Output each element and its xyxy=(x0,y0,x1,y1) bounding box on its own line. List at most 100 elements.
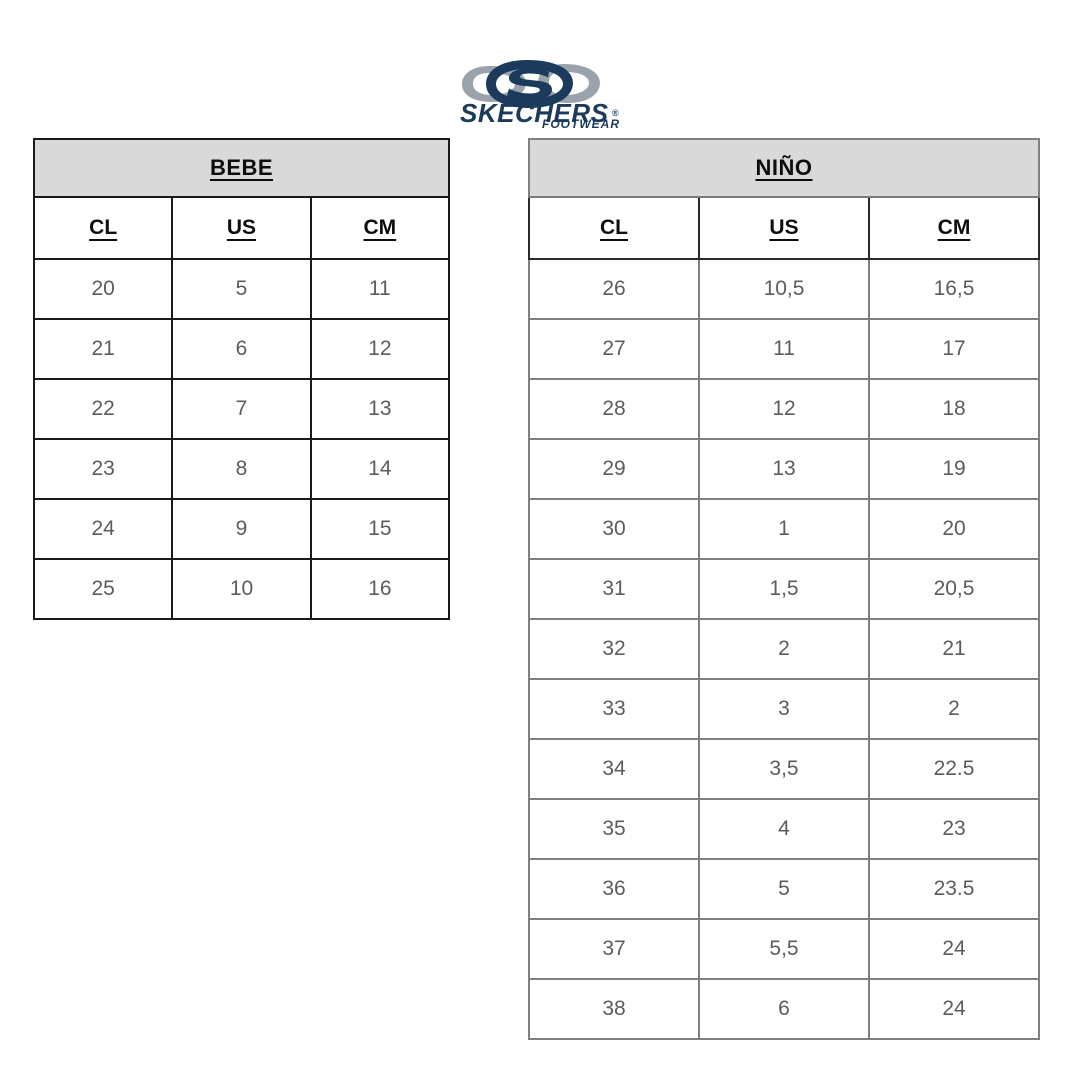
table-row: 37 5,5 24 xyxy=(528,918,1040,980)
size-table-bebe: BEBE CL US CM 20 5 11 21 6 12 22 7 xyxy=(32,138,451,620)
size-table-nino-body: NIÑO CL US CM 26 10,5 16,5 27 11 17 28 xyxy=(528,138,1040,1040)
cell-cm: 20 xyxy=(868,498,1040,560)
column-header-cl: CL xyxy=(528,196,700,260)
table-row: 22 7 13 xyxy=(32,378,451,440)
emblem-shadow-right-icon xyxy=(538,64,600,103)
cell-cm: 15 xyxy=(309,498,451,560)
registered-mark: ® xyxy=(612,108,619,118)
cell-us: 5 xyxy=(171,258,312,320)
cell-cm: 20,5 xyxy=(868,558,1040,620)
cell-cl: 23 xyxy=(32,438,174,500)
table-row: 38 6 24 xyxy=(528,978,1040,1040)
cell-cl: 22 xyxy=(32,378,174,440)
column-header-cl-text: CL xyxy=(600,216,628,239)
table-title-row: BEBE xyxy=(33,138,450,198)
cell-us: 1 xyxy=(698,498,870,560)
size-table-nino: NIÑO CL US CM 26 10,5 16,5 27 11 17 28 xyxy=(528,138,1040,1040)
cell-cl: 24 xyxy=(32,498,174,560)
cell-us: 3 xyxy=(698,678,870,740)
cell-cl: 27 xyxy=(528,318,700,380)
column-header-cl-text: CL xyxy=(89,216,118,239)
cell-cm: 23.5 xyxy=(868,858,1040,920)
table-row: 27 11 17 xyxy=(528,318,1040,380)
skechers-logo: SKECHERS ® FOOTWEAR xyxy=(452,38,632,128)
cell-cm: 14 xyxy=(309,438,451,500)
cell-us: 5 xyxy=(698,858,870,920)
table-row: 32 2 21 xyxy=(528,618,1040,680)
column-header-cm-text: CM xyxy=(937,216,971,239)
column-header-cl: CL xyxy=(32,196,174,260)
cell-cm: 16 xyxy=(309,558,451,620)
cell-cl: 38 xyxy=(528,978,700,1040)
table-column-header-row: CL US CM xyxy=(32,196,451,260)
table-row: 20 5 11 xyxy=(32,258,451,320)
table-row: 29 13 19 xyxy=(528,438,1040,500)
cell-us: 1,5 xyxy=(698,558,870,620)
cell-cm: 24 xyxy=(868,918,1040,980)
table-row: 31 1,5 20,5 xyxy=(528,558,1040,620)
cell-cm: 2 xyxy=(868,678,1040,740)
column-header-cm-text: CM xyxy=(363,216,397,239)
cell-us: 10,5 xyxy=(698,258,870,320)
cell-cm: 24 xyxy=(868,978,1040,1040)
cell-us: 11 xyxy=(698,318,870,380)
brand-tagline: FOOTWEAR xyxy=(542,117,620,128)
cell-cl: 37 xyxy=(528,918,700,980)
cell-us: 3,5 xyxy=(698,738,870,800)
table-row: 28 12 18 xyxy=(528,378,1040,440)
cell-us: 6 xyxy=(698,978,870,1040)
cell-cl: 25 xyxy=(32,558,174,620)
emblem-ring-icon xyxy=(486,60,573,108)
cell-cl: 26 xyxy=(528,258,700,320)
cell-us: 8 xyxy=(171,438,312,500)
table-row: 33 3 2 xyxy=(528,678,1040,740)
cell-us: 9 xyxy=(171,498,312,560)
cell-cl: 21 xyxy=(32,318,174,380)
table-title-nino: NIÑO xyxy=(528,138,1040,198)
table-column-header-row: CL US CM xyxy=(528,196,1040,260)
column-header-us-text: US xyxy=(226,216,257,239)
cell-cl: 30 xyxy=(528,498,700,560)
table-title-nino-text: NIÑO xyxy=(755,155,813,180)
table-row: 26 10,5 16,5 xyxy=(528,258,1040,320)
table-row: 30 1 20 xyxy=(528,498,1040,560)
cell-cm: 23 xyxy=(868,798,1040,860)
cell-us: 12 xyxy=(698,378,870,440)
cell-us: 2 xyxy=(698,618,870,680)
table-row: 24 9 15 xyxy=(32,498,451,560)
cell-us: 6 xyxy=(171,318,312,380)
cell-cl: 29 xyxy=(528,438,700,500)
cell-cl: 31 xyxy=(528,558,700,620)
skechers-logo-svg: SKECHERS ® FOOTWEAR xyxy=(460,60,620,128)
cell-us: 5,5 xyxy=(698,918,870,980)
table-title-bebe-text: BEBE xyxy=(209,155,274,180)
column-header-cm: CM xyxy=(309,196,451,260)
cell-cl: 32 xyxy=(528,618,700,680)
column-header-cm: CM xyxy=(868,196,1040,260)
table-row: 36 5 23.5 xyxy=(528,858,1040,920)
cell-cm: 17 xyxy=(868,318,1040,380)
cell-cm: 16,5 xyxy=(868,258,1040,320)
cell-us: 10 xyxy=(171,558,312,620)
brand-wordmark: SKECHERS xyxy=(460,98,609,128)
column-header-us-text: US xyxy=(769,216,799,239)
cell-cm: 12 xyxy=(309,318,451,380)
column-header-us: US xyxy=(698,196,870,260)
table-title-bebe: BEBE xyxy=(33,138,450,198)
table-row: 21 6 12 xyxy=(32,318,451,380)
cell-cm: 18 xyxy=(868,378,1040,440)
cell-cl: 33 xyxy=(528,678,700,740)
table-row: 25 10 16 xyxy=(32,558,451,620)
cell-us: 4 xyxy=(698,798,870,860)
cell-cl: 20 xyxy=(32,258,174,320)
size-table-bebe-body: BEBE CL US CM 20 5 11 21 6 12 22 7 xyxy=(32,138,451,620)
cell-cl: 28 xyxy=(528,378,700,440)
table-row: 34 3,5 22.5 xyxy=(528,738,1040,800)
cell-cl: 35 xyxy=(528,798,700,860)
table-row: 23 8 14 xyxy=(32,438,451,500)
cell-cm: 13 xyxy=(309,378,451,440)
cell-cl: 36 xyxy=(528,858,700,920)
cell-us: 7 xyxy=(171,378,312,440)
cell-us: 13 xyxy=(698,438,870,500)
table-title-row: NIÑO xyxy=(528,138,1040,198)
